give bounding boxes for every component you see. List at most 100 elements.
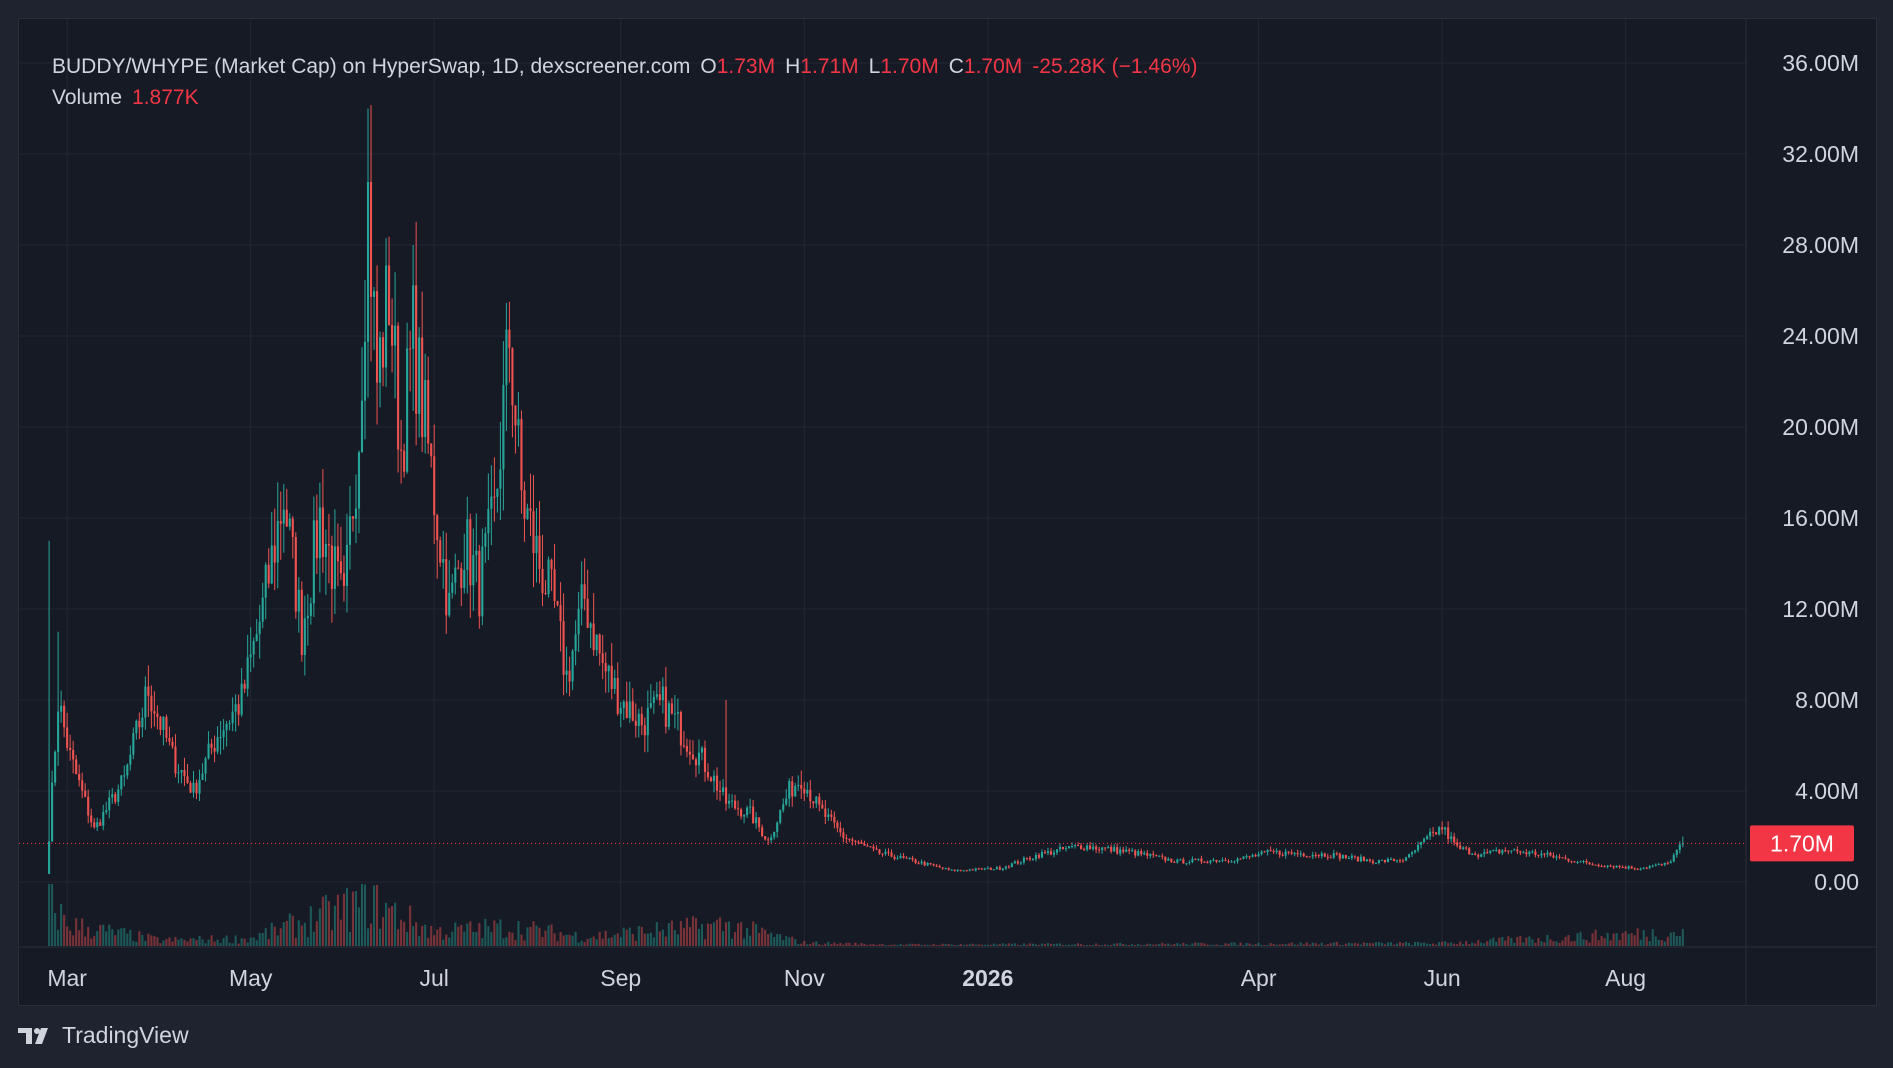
volume-bar (418, 936, 421, 946)
volume-bar (1338, 944, 1341, 946)
candle-body (1675, 849, 1678, 855)
volume-bar (1413, 942, 1417, 946)
volume-bar (1164, 944, 1167, 946)
volume-bar (144, 940, 147, 946)
candle-body (511, 348, 514, 406)
candle-body (472, 555, 475, 586)
candle-body (851, 839, 854, 841)
candle-body (1510, 850, 1513, 852)
volume-bar (794, 939, 797, 946)
candle-body (914, 859, 917, 863)
volume-bar (406, 932, 409, 946)
candle-body (60, 705, 63, 712)
volume-bar (1269, 943, 1272, 946)
volume-bar (977, 944, 980, 946)
volume-row: Volume 1.877K (52, 82, 1197, 113)
candle-body (378, 337, 382, 383)
candle-body (1456, 842, 1459, 846)
candle-body (679, 711, 682, 746)
volume-bar (1016, 944, 1019, 946)
volume-bar (1149, 944, 1152, 946)
volume-bar (679, 920, 682, 946)
volume-bar (1368, 943, 1371, 946)
volume-bar (385, 902, 388, 946)
volume-bar (54, 912, 57, 946)
candle-body (1528, 851, 1531, 855)
candle-body (339, 561, 342, 574)
volume-bar (1314, 943, 1317, 946)
volume-bar (935, 945, 938, 946)
volume-bar (273, 926, 276, 946)
candle-body (1438, 827, 1441, 835)
candle-body (93, 822, 96, 828)
volume-bar (607, 938, 610, 946)
volume-bar (1347, 942, 1350, 946)
candle-body (1356, 856, 1359, 862)
volume-bar (363, 884, 367, 946)
volume-bar (1678, 936, 1681, 946)
volume-bar (138, 931, 141, 946)
candle-body (1585, 860, 1588, 863)
candle-body (935, 865, 938, 867)
chart-canvas[interactable]: Mar May Jul Sep Nov 2026 Apr Jun Aug 36.00M 32.00… (19, 19, 1876, 1005)
volume-bar (171, 941, 174, 946)
tradingview-logo[interactable]: TradingView (18, 1022, 189, 1049)
volume-bar (878, 944, 881, 946)
candle-body (703, 747, 707, 772)
candle-body (815, 796, 818, 804)
candle-body (803, 788, 806, 794)
volume-bar (1296, 944, 1299, 946)
volume-bar (580, 940, 583, 946)
volume-bar (1468, 944, 1471, 946)
candle-body (469, 519, 472, 586)
volume-bar (285, 920, 288, 946)
candle-body (1137, 851, 1140, 856)
volume-bar (1606, 932, 1609, 946)
candle-body (1101, 847, 1104, 851)
volume-bar (589, 937, 592, 946)
candle-body (1639, 868, 1642, 870)
volume-bar (135, 941, 138, 946)
candle-body (1600, 866, 1603, 868)
candle-body (661, 686, 664, 701)
candle-body (351, 516, 355, 519)
candle-body (917, 862, 920, 864)
candle-body (1498, 849, 1501, 854)
volume-bar (300, 925, 303, 946)
candle-body (478, 550, 481, 617)
candle-body (1086, 845, 1089, 850)
volume-bar (959, 944, 962, 946)
candle-body (424, 380, 427, 438)
volume-bar (622, 927, 625, 946)
candle-body (628, 701, 631, 718)
volume-bar (541, 936, 544, 946)
candle-body (712, 775, 716, 782)
candle-body (1453, 836, 1456, 843)
volume-bar (1540, 941, 1543, 946)
volume-bar (291, 915, 294, 946)
volume-bar (321, 896, 324, 946)
volume-bar (1516, 937, 1519, 946)
candle-body (1423, 838, 1426, 842)
price-tick-label: 20.00M (1782, 414, 1859, 440)
symbol-title[interactable]: BUDDY/WHYPE (Market Cap) on HyperSwap, 1… (52, 55, 691, 78)
chart-panel[interactable]: Mar May Jul Sep Nov 2026 Apr Jun Aug 36.00M 32.00… (18, 18, 1877, 1006)
candle-body (517, 419, 520, 426)
candle-body (911, 857, 914, 860)
volume-label[interactable]: Volume (52, 86, 123, 109)
volume-bar (827, 941, 830, 946)
volume-bar (791, 936, 794, 946)
candle-body (1462, 847, 1465, 849)
volume-bar (1004, 944, 1007, 946)
candle-body (246, 657, 249, 689)
candle-body (1098, 849, 1101, 851)
volume-bar (1218, 945, 1221, 946)
volume-bar (1137, 944, 1140, 946)
candle-body (1486, 852, 1489, 854)
candle-body (827, 814, 830, 817)
volume-bar (613, 934, 616, 946)
volume-bar (1293, 944, 1296, 946)
volume-bar (1245, 942, 1248, 946)
candle-body (1025, 857, 1028, 859)
candle-body (1077, 845, 1080, 847)
